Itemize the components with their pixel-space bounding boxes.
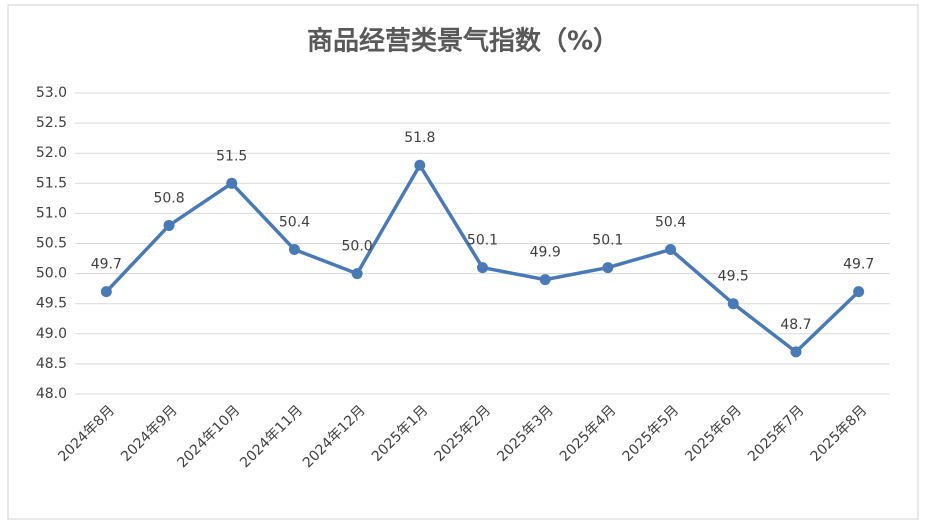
y-tick-label: 50.0 bbox=[36, 266, 67, 282]
data-point bbox=[602, 262, 614, 274]
data-point bbox=[665, 244, 677, 256]
data-point bbox=[226, 177, 238, 189]
data-point bbox=[414, 159, 426, 171]
data-point bbox=[288, 244, 300, 256]
data-point bbox=[163, 219, 175, 231]
data-label: 50.1 bbox=[467, 233, 498, 249]
data-label: 49.7 bbox=[91, 257, 122, 273]
data-label: 50.8 bbox=[153, 190, 184, 206]
data-point bbox=[477, 262, 488, 274]
y-tick-label: 48.0 bbox=[36, 386, 67, 402]
data-label: 49.5 bbox=[718, 269, 749, 285]
data-label: 51.5 bbox=[216, 148, 247, 164]
y-tick-label: 49.5 bbox=[36, 296, 67, 312]
y-tick-label: 53.0 bbox=[36, 85, 67, 101]
data-label: 50.4 bbox=[279, 215, 310, 231]
y-tick-label: 48.5 bbox=[36, 356, 67, 372]
chart-frame bbox=[7, 4, 919, 520]
data-label: 48.7 bbox=[780, 317, 811, 333]
data-point bbox=[351, 268, 363, 280]
y-tick-label: 52.0 bbox=[36, 145, 67, 161]
data-point bbox=[790, 346, 802, 358]
data-label: 50.4 bbox=[655, 215, 686, 231]
data-point bbox=[100, 286, 112, 298]
data-point bbox=[727, 298, 739, 310]
y-tick-label: 50.5 bbox=[36, 236, 67, 252]
chart-title: 商品经营类景气指数（%） bbox=[307, 26, 619, 57]
data-label: 51.8 bbox=[404, 130, 435, 146]
data-label: 49.7 bbox=[843, 257, 874, 273]
y-tick-label: 51.0 bbox=[36, 205, 67, 221]
y-tick-label: 51.5 bbox=[36, 175, 67, 191]
data-point bbox=[539, 274, 551, 286]
y-tick-label: 49.0 bbox=[36, 326, 67, 342]
data-label: 50.1 bbox=[592, 233, 623, 249]
data-label: 50.0 bbox=[342, 239, 373, 255]
data-point bbox=[853, 286, 865, 298]
y-tick-label: 52.5 bbox=[36, 115, 67, 131]
data-label: 49.9 bbox=[530, 245, 561, 261]
